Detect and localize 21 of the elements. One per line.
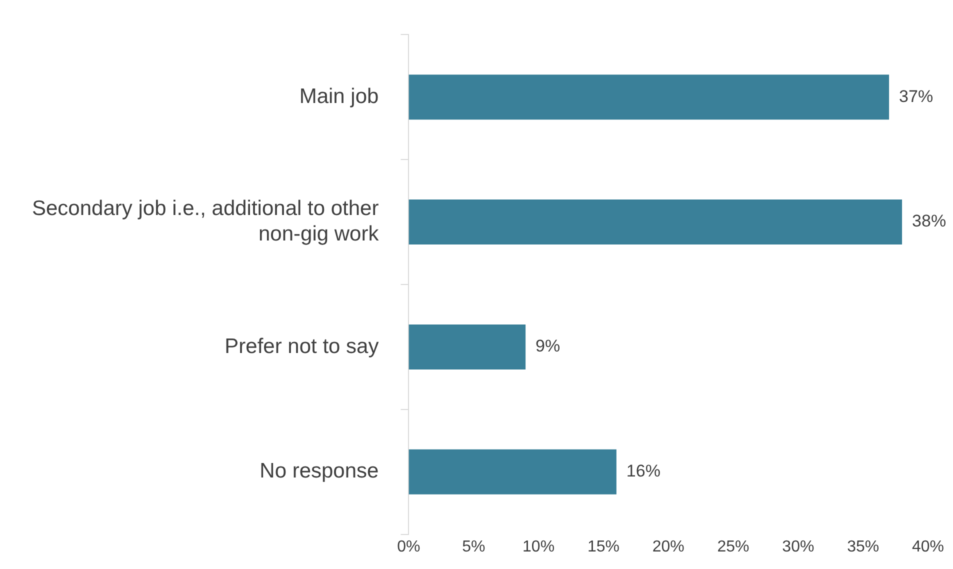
x-tick-label: 25%	[717, 538, 750, 556]
x-tick-label: 40%	[912, 538, 944, 556]
data-label: 38%	[912, 212, 946, 231]
data-label: 9%	[536, 336, 560, 356]
data-label: 37%	[899, 86, 934, 106]
x-tick-label: 30%	[782, 538, 814, 556]
y-tick-label: Prefer not to say	[224, 334, 380, 358]
bar	[408, 324, 526, 370]
x-tick-label: 15%	[587, 538, 620, 556]
y-tick-label: Secondary job i.e., additional to other non-gig work	[32, 197, 380, 246]
bar	[408, 74, 890, 120]
x-tick-label: 10%	[522, 538, 555, 556]
x-tick-label: 20%	[652, 538, 684, 556]
x-tick-label: 35%	[847, 538, 880, 556]
x-tick-label: 0%	[397, 538, 420, 556]
data-label: 16%	[626, 462, 660, 481]
bar	[408, 200, 902, 245]
y-tick-label: Main job	[299, 84, 379, 108]
y-tick-label: No response	[260, 460, 379, 483]
bar	[408, 449, 616, 494]
x-tick-label: 5%	[462, 538, 486, 556]
